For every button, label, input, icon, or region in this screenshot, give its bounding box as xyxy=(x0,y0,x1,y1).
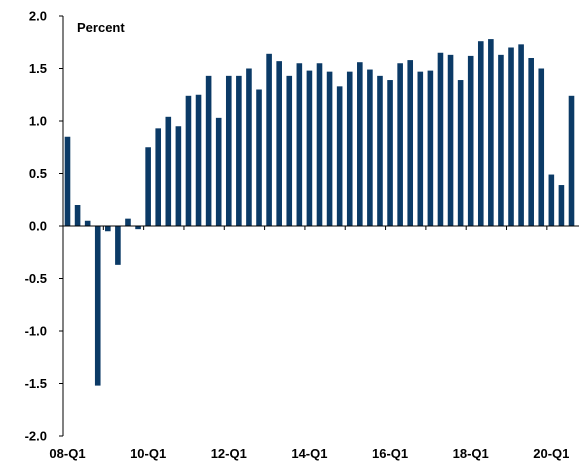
x-tick-label: 08-Q1 xyxy=(49,446,85,461)
bar-12-Q2 xyxy=(236,75,242,226)
bar-13-Q2 xyxy=(276,61,282,227)
bar-20-Q3 xyxy=(568,95,575,226)
bar-08-Q3 xyxy=(84,220,91,226)
bar-09-Q4 xyxy=(135,226,141,230)
x-tick-label: 18-Q1 xyxy=(453,446,489,461)
bar-08-Q2 xyxy=(74,205,81,226)
y-tick-label: 0.5 xyxy=(29,166,47,181)
y-tick-label: 0.0 xyxy=(29,219,47,234)
bar-20-Q1 xyxy=(548,174,555,226)
bar-10-Q3 xyxy=(165,116,172,226)
bar-15-Q1 xyxy=(346,71,353,227)
y-tick-label: 1.0 xyxy=(29,114,47,129)
bar-13-Q4 xyxy=(296,63,303,226)
bar-08-Q1 xyxy=(64,136,71,226)
bar-13-Q3 xyxy=(286,75,293,226)
bar-18-Q4 xyxy=(498,54,504,226)
x-tick-label: 16-Q1 xyxy=(372,446,408,461)
bar-16-Q3 xyxy=(407,60,414,226)
bar-14-Q2 xyxy=(316,63,323,226)
x-tick-label: 20-Q1 xyxy=(533,446,569,461)
bar-08-Q4 xyxy=(94,226,101,386)
bar-11-Q1 xyxy=(185,95,192,226)
bar-14-Q1 xyxy=(306,70,313,226)
bar-14-Q3 xyxy=(326,71,333,227)
bar-10-Q4 xyxy=(175,126,182,226)
bar-09-Q2 xyxy=(115,226,121,265)
y-tick-label: 2.0 xyxy=(29,9,47,24)
y-tick-label: -2.0 xyxy=(25,429,47,444)
y-tick-label: -1.0 xyxy=(25,324,47,339)
bar-12-Q4 xyxy=(256,89,262,226)
x-tick-label: 12-Q1 xyxy=(211,446,247,461)
bar-10-Q2 xyxy=(155,128,162,226)
bar-19-Q2 xyxy=(518,44,524,226)
bar-12-Q3 xyxy=(246,68,252,226)
bar-19-Q4 xyxy=(538,68,545,226)
bar-15-Q3 xyxy=(367,69,373,226)
bar-19-Q3 xyxy=(528,58,534,226)
bar-19-Q1 xyxy=(508,47,514,226)
bar-16-Q2 xyxy=(397,63,403,226)
bar-18-Q3 xyxy=(488,39,494,226)
y-tick-label: -0.5 xyxy=(25,271,47,286)
unit-label: Percent xyxy=(77,20,125,35)
bar-09-Q1 xyxy=(105,226,111,232)
bar-11-Q2 xyxy=(195,94,202,226)
x-tick-label: 10-Q1 xyxy=(130,446,166,461)
bar-17-Q3 xyxy=(447,54,454,226)
bar-11-Q4 xyxy=(215,117,222,226)
bar-17-Q1 xyxy=(427,70,434,226)
bar-16-Q4 xyxy=(417,71,424,227)
y-tick-label: 1.5 xyxy=(29,61,47,76)
x-axis-ticks: 08-Q1 10-Q1 12-Q1 14-Q1 16-Q1 18-Q1 20-Q1 xyxy=(49,226,569,461)
bar-16-Q1 xyxy=(387,80,393,226)
bar-18-Q1 xyxy=(467,55,474,227)
bar-12-Q1 xyxy=(225,75,232,226)
y-tick-label: -1.5 xyxy=(25,376,47,391)
bar-17-Q4 xyxy=(457,80,464,226)
bar-14-Q4 xyxy=(336,86,343,226)
bar-15-Q4 xyxy=(377,75,383,226)
bar-09-Q3 xyxy=(125,218,131,226)
bar-18-Q2 xyxy=(477,41,484,227)
bar-15-Q2 xyxy=(357,62,363,227)
bar-20-Q2 xyxy=(558,185,565,226)
bar-11-Q3 xyxy=(205,75,212,226)
bar-10-Q1 xyxy=(145,147,151,226)
bar-13-Q1 xyxy=(266,53,272,226)
bars xyxy=(64,39,575,386)
bar-17-Q2 xyxy=(437,52,444,226)
y-axis-ticks: 2.0 1.5 1.0 0.5 0.0 -0.5 -1.0 -1.5 -2.0 xyxy=(25,9,63,444)
x-tick-label: 14-Q1 xyxy=(291,446,327,461)
